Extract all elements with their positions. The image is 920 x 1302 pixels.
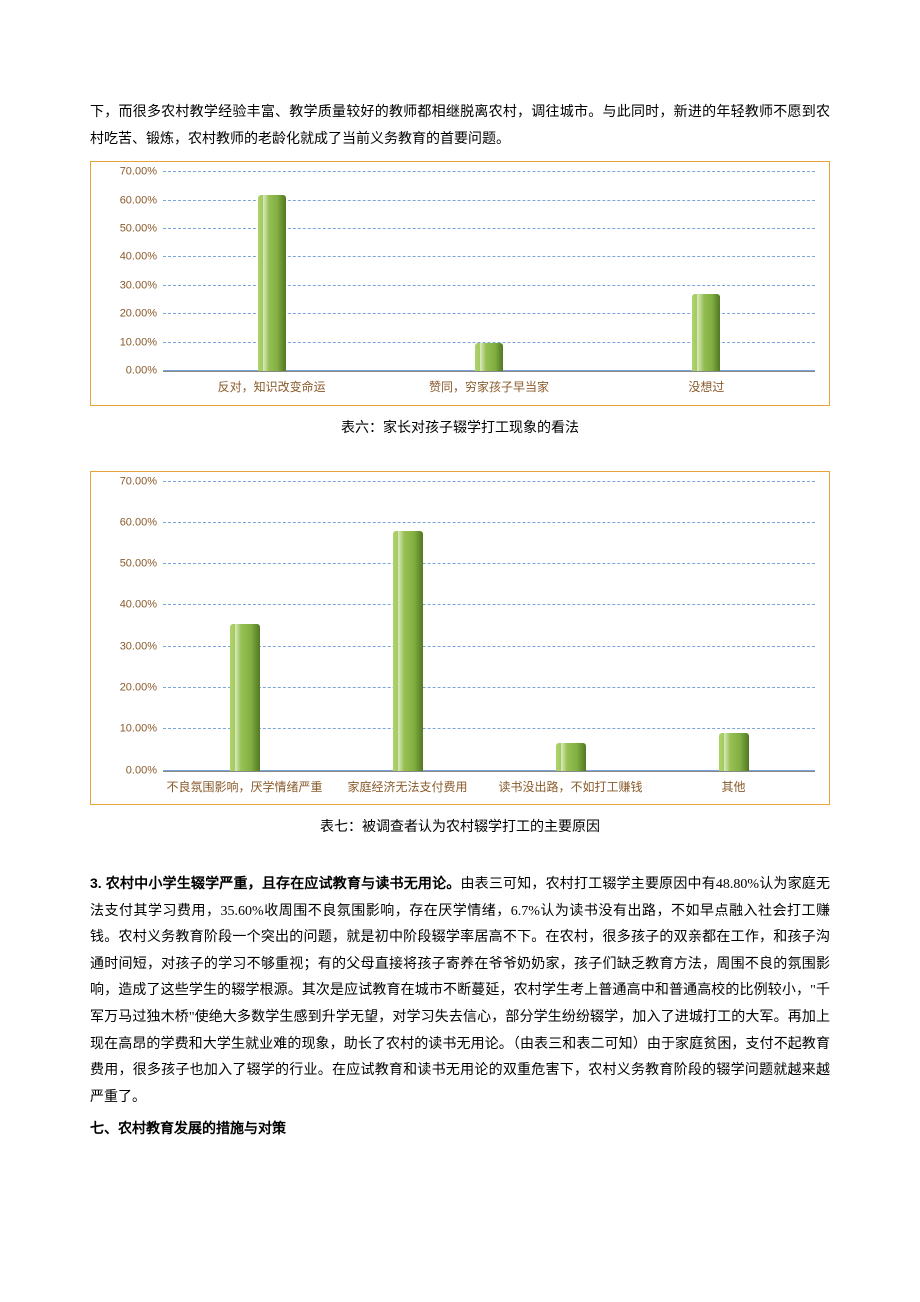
y-axis-label: 40.00% [105, 595, 157, 616]
para3-lead: 3. 农村中小学生辍学严重，且存在应试教育与读书无用论。 [90, 875, 460, 891]
x-axis-label: 没想过 [598, 372, 815, 399]
y-axis-label: 50.00% [105, 219, 157, 240]
chart-6-caption: 表六：家长对孩子辍学打工现象的看法 [90, 416, 830, 443]
y-axis-label: 10.00% [105, 332, 157, 353]
y-axis-label: 40.00% [105, 247, 157, 268]
y-axis-label: 30.00% [105, 636, 157, 657]
x-axis-label: 反对，知识改变命运 [163, 372, 380, 399]
chart-7-container: 0.00% 10.00% 20.00% 30.00% 40.00% 50.00% 60.00… [90, 471, 830, 806]
y-axis-label: 60.00% [105, 190, 157, 211]
x-axis-label: 读书没出路，不如打工赚钱 [489, 772, 652, 799]
chart-bar [692, 294, 720, 371]
chart-bar [230, 624, 260, 771]
bar-slot [652, 482, 815, 771]
x-axis-label: 家庭经济无法支付费用 [326, 772, 489, 799]
y-axis-label: 50.00% [105, 554, 157, 575]
chart-6: 0.00% 10.00% 20.00% 30.00% 40.00% 50.00% 60.00… [105, 172, 815, 399]
paragraph-3: 3. 农村中小学生辍学严重，且存在应试教育与读书无用论。由表三可知，农村打工辍学… [90, 870, 830, 1111]
chart-bar [258, 195, 286, 371]
y-axis-label: 20.00% [105, 678, 157, 699]
chart-bar [719, 733, 749, 770]
bar-slot [489, 482, 652, 771]
x-axis-label: 不良氛围影响，厌学情绪严重 [163, 772, 326, 799]
y-axis-label: 70.00% [105, 162, 157, 183]
y-axis-label: 10.00% [105, 719, 157, 740]
y-axis-label: 30.00% [105, 275, 157, 296]
bar-slot [598, 172, 815, 371]
chart-bar [475, 343, 503, 371]
chart-bar [556, 743, 586, 771]
bar-slot [163, 482, 326, 771]
bar-slot [380, 172, 597, 371]
x-axis-label: 赞同，穷家孩子早当家 [380, 372, 597, 399]
intro-paragraph: 下，而很多农村教学经验丰富、教学质量较好的教师都相继脱离农村，调往城市。与此同时… [90, 100, 830, 153]
bar-slot [326, 482, 489, 771]
chart-bar [393, 531, 423, 770]
chart-7: 0.00% 10.00% 20.00% 30.00% 40.00% 50.00% 60.00… [105, 482, 815, 799]
section-7-title: 七、农村教育发展的措施与对策 [90, 1115, 830, 1142]
y-axis-label: 70.00% [105, 471, 157, 492]
bar-slot [163, 172, 380, 371]
chart-7-caption: 表七：被调查者认为农村辍学打工的主要原因 [90, 815, 830, 842]
x-axis-label: 其他 [652, 772, 815, 799]
y-axis-label: 20.00% [105, 304, 157, 325]
y-axis-label: 0.00% [105, 361, 157, 382]
chart-6-container: 0.00% 10.00% 20.00% 30.00% 40.00% 50.00% 60.00… [90, 161, 830, 406]
y-axis-label: 0.00% [105, 760, 157, 781]
para3-body: 由表三可知，农村打工辍学主要原因中有48.80%认为家庭无法支付其学习费用，35… [90, 877, 830, 1105]
y-axis-label: 60.00% [105, 512, 157, 533]
